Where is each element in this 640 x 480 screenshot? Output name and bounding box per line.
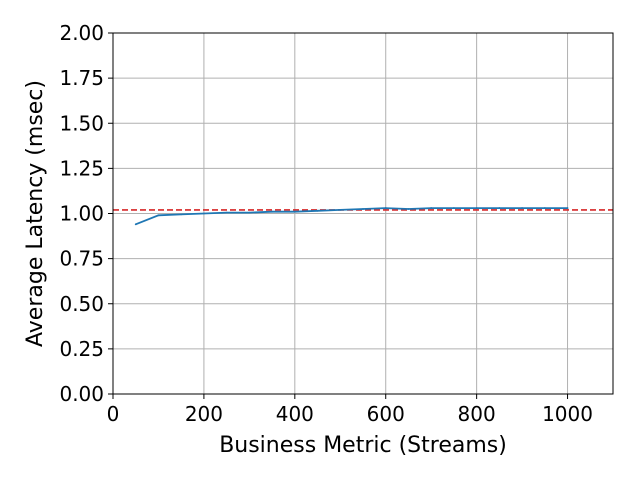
y-tick-label: 0.50 (59, 292, 104, 316)
data-point (362, 208, 364, 210)
data-point (134, 223, 137, 226)
x-tick-label: 400 (276, 402, 314, 426)
series-line (135, 207, 568, 226)
y-axis-ticks: 0.00 0.25 0.50 0.75 1.00 1.25 1.50 1.75 2.00 (59, 21, 113, 406)
y-tick-label: 1.75 (59, 66, 104, 90)
x-tick-label: 600 (367, 402, 405, 426)
y-tick-label: 2.00 (59, 21, 104, 45)
y-tick-label: 0.25 (59, 337, 104, 361)
data-point (475, 207, 478, 209)
x-axis-ticks: 0 200 400 600 800 1000 (107, 394, 593, 426)
y-tick-label: 0.75 (59, 247, 104, 271)
y-tick-label: 1.00 (59, 202, 104, 226)
data-point (430, 207, 433, 209)
series-lines (134, 207, 569, 226)
y-axis-title: Average Latency (msec) (23, 80, 48, 347)
data-point (407, 208, 410, 210)
data-point (203, 212, 205, 215)
y-tick-label: 1.25 (59, 156, 104, 180)
data-point (498, 207, 501, 209)
y-tick-label: 0.00 (59, 382, 104, 406)
data-point (384, 207, 387, 209)
y-tick-label: 1.50 (59, 111, 104, 135)
data-point (453, 207, 455, 209)
x-tick-label: 1000 (542, 402, 593, 426)
data-point (248, 211, 251, 214)
data-point (566, 207, 569, 209)
x-tick-label: 200 (185, 402, 223, 426)
x-tick-label: 0 (107, 402, 120, 426)
data-point (157, 214, 160, 217)
data-point (293, 210, 296, 213)
x-axis-title: Business Metric (Streams) (219, 433, 507, 458)
data-point (339, 208, 342, 211)
x-tick-label: 800 (458, 402, 496, 426)
data-point (543, 207, 546, 209)
data-point (271, 210, 273, 213)
data-point (316, 209, 319, 212)
data-point (521, 207, 523, 209)
data-point (225, 211, 228, 214)
data-point (180, 213, 183, 216)
